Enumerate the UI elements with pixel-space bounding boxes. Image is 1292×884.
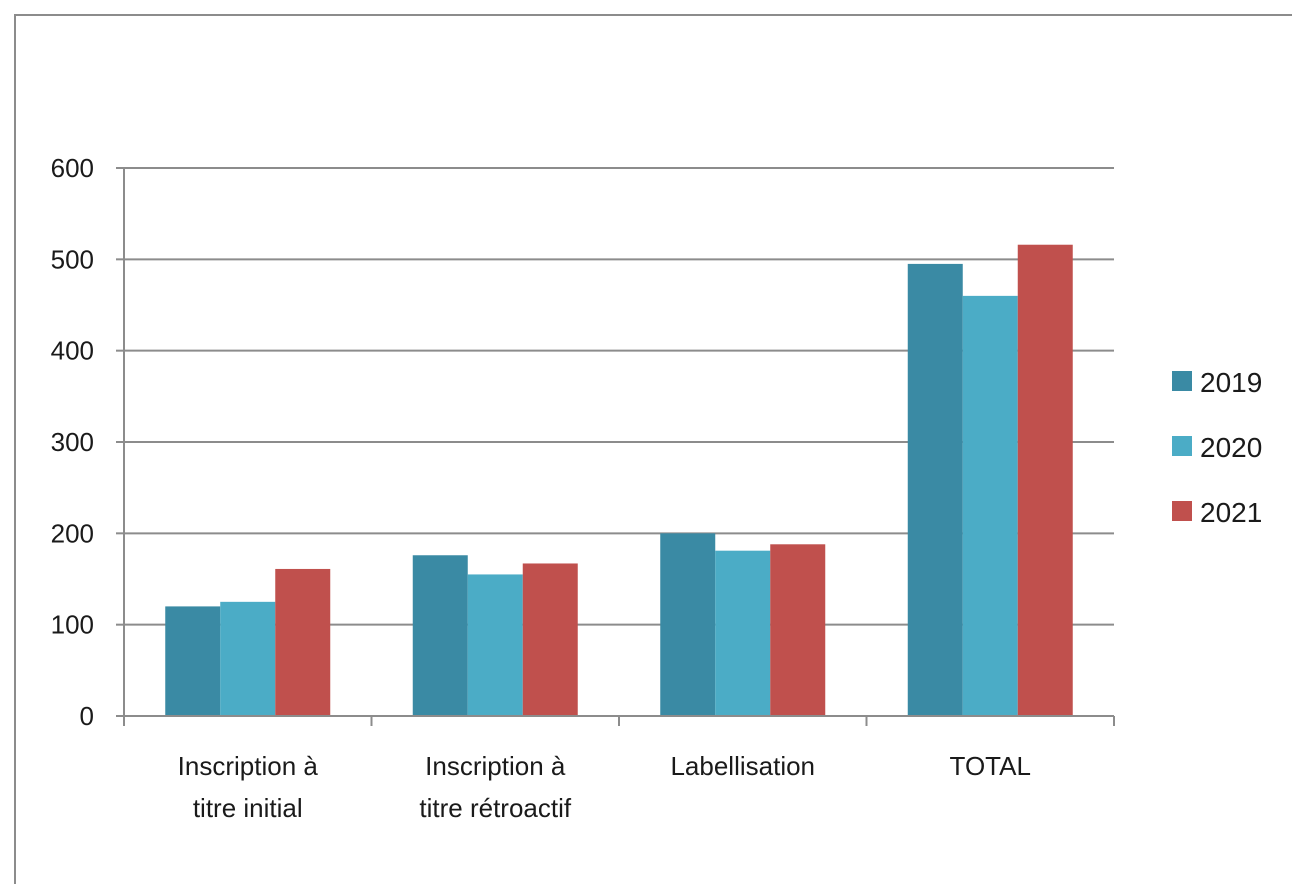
y-tick-label: 400	[51, 336, 94, 366]
y-tick-label: 0	[80, 701, 94, 731]
x-category-label: Labellisation	[670, 751, 815, 781]
bars	[165, 244, 1073, 716]
y-tick-label: 500	[51, 244, 94, 274]
x-axis-categories: Inscription à titre initial Inscription à t…	[178, 751, 1031, 823]
legend-swatch-2019	[1172, 371, 1192, 391]
y-axis-ticks: 0 100 200 300 400 500 600	[51, 153, 124, 731]
bar-2021	[275, 568, 331, 716]
bar-2021	[1017, 244, 1073, 716]
bar-2020	[715, 550, 771, 716]
bar-2020	[467, 574, 523, 716]
x-category-label: Inscription à	[178, 751, 319, 781]
legend: 2019 2020 2021	[1172, 367, 1262, 528]
bar-2020	[220, 601, 276, 716]
legend-label: 2019	[1200, 367, 1262, 398]
y-tick-label: 600	[51, 153, 94, 183]
bar-2021	[770, 544, 826, 716]
legend-swatch-2021	[1172, 501, 1192, 521]
y-tick-label: 200	[51, 518, 94, 548]
chart-frame	[14, 14, 1292, 884]
bar-2021	[522, 563, 578, 716]
y-tick-label: 300	[51, 427, 94, 457]
x-category-label: Inscription à	[425, 751, 566, 781]
bar-2019	[660, 533, 716, 716]
legend-swatch-2020	[1172, 436, 1192, 456]
x-category-label: titre rétroactif	[419, 793, 571, 823]
y-tick-label: 100	[51, 610, 94, 640]
legend-label: 2020	[1200, 432, 1262, 463]
bar-2020	[962, 295, 1018, 716]
x-category-label: TOTAL	[950, 751, 1031, 781]
bar-2019	[412, 555, 468, 716]
bar-2019	[907, 263, 963, 716]
legend-label: 2021	[1200, 497, 1262, 528]
bar-2019	[165, 606, 221, 716]
x-category-label: titre initial	[193, 793, 303, 823]
